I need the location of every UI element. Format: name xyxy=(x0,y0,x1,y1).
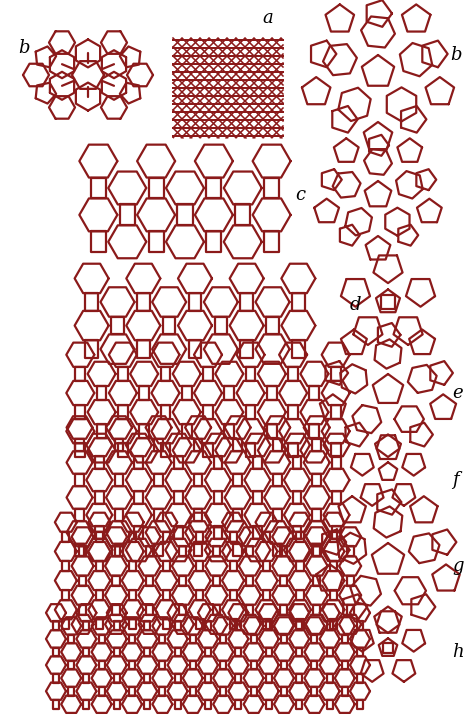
Text: c: c xyxy=(295,186,305,204)
Text: b: b xyxy=(18,39,29,57)
Text: h: h xyxy=(452,643,464,661)
Text: f: f xyxy=(452,471,459,489)
Text: e: e xyxy=(452,384,463,402)
Text: a: a xyxy=(262,9,273,27)
Text: d: d xyxy=(350,296,362,314)
Text: b: b xyxy=(450,46,462,64)
Text: g: g xyxy=(452,557,464,575)
